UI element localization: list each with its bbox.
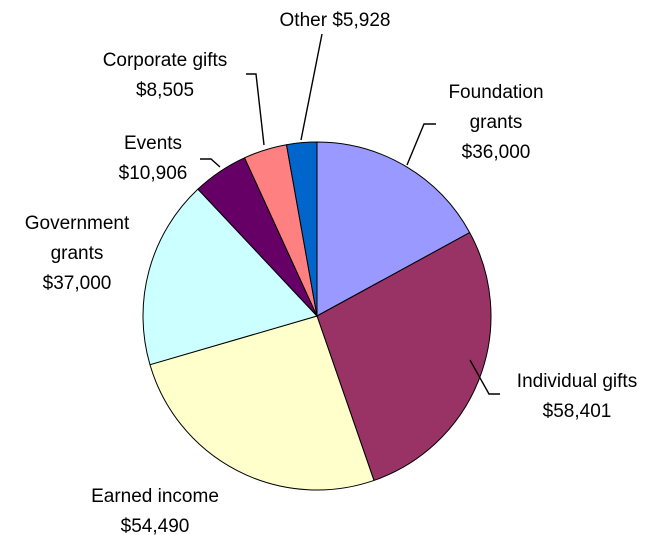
slice-name-foundation-2: grants <box>470 112 523 133</box>
slice-name-other: Other <box>280 10 333 31</box>
slice-name-events: Events <box>124 133 182 154</box>
slice-name-earned: Earned income <box>91 486 219 507</box>
leader-line-corporate <box>246 73 265 146</box>
pie-slices <box>142 141 492 491</box>
leader-line-events <box>200 158 221 168</box>
leader-lines <box>200 33 500 395</box>
leader-line-individual <box>469 359 500 395</box>
pie-slice-government <box>142 188 318 366</box>
slice-name-foundation-1: Foundation <box>448 82 543 103</box>
slice-name-corporate: Corporate gifts <box>103 50 228 71</box>
pie-slice-other <box>285 141 318 317</box>
slice-label-individual: Individual gifts $58,401 <box>517 371 637 422</box>
leader-line-foundation <box>406 123 436 166</box>
slice-value-events: $10,906 <box>119 163 188 184</box>
slice-name-government-2: grants <box>51 243 104 264</box>
slice-label-foundation: Foundation grants $36,000 <box>448 82 543 163</box>
slice-value-earned: $54,490 <box>121 516 190 535</box>
slice-label-earned: Earned income $54,490 <box>91 486 219 535</box>
slice-value-other: $5,928 <box>332 10 390 31</box>
slice-label-corporate: Corporate gifts $8,505 <box>103 50 228 101</box>
slice-name-individual: Individual gifts <box>517 371 637 392</box>
leader-line-other <box>300 33 323 141</box>
slice-value-individual: $58,401 <box>543 401 612 422</box>
slice-label-events: Events $10,906 <box>119 133 188 184</box>
slice-value-government: $37,000 <box>43 273 112 294</box>
slice-value-corporate: $8,505 <box>136 80 194 101</box>
pie-slice-individual <box>316 232 492 481</box>
slice-label-government: Government grants $37,000 <box>25 213 130 294</box>
slice-value-foundation: $36,000 <box>462 142 531 163</box>
pie-slice-foundation <box>316 141 471 317</box>
pie-slice-earned <box>149 315 375 491</box>
slice-name-government-1: Government <box>25 213 130 234</box>
slice-labels: Foundation grants $36,000 Individual gifts $… <box>25 10 637 535</box>
slice-label-other: Other $5,928 <box>280 10 391 31</box>
